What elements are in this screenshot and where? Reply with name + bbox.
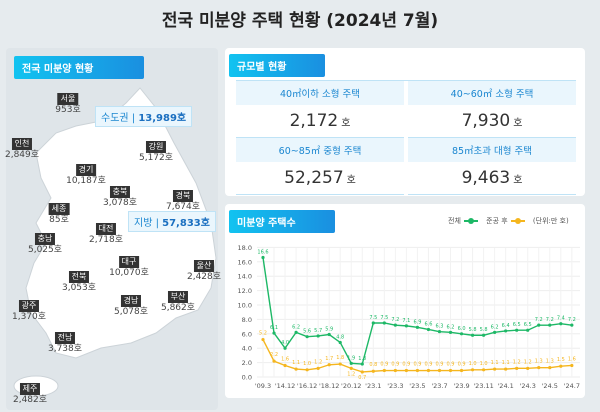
size-badge: 규모별 현황 (229, 54, 325, 77)
region-value: 5,078호 (113, 307, 149, 317)
region-value: 10,187호 (66, 176, 106, 186)
region-value: 10,070호 (109, 268, 149, 278)
chart-panel: 미분양 주택수 (225, 204, 585, 398)
region-value: 5,172호 (138, 153, 174, 163)
region-value: 1,370호 (11, 312, 47, 322)
region-10: 울산 2,428호 (187, 253, 221, 283)
region-name: 광주 (18, 300, 40, 312)
size-number: 7,930 (461, 111, 511, 131)
region-value: 953호 (55, 105, 81, 115)
region-8: 대전 2,718호 (89, 216, 123, 246)
region-14: 광주 1,370호 (12, 293, 46, 323)
region-name: 충남 (34, 233, 56, 245)
size-cell: 60~85㎡ 중형 주택 52,257 호 (236, 138, 404, 195)
size-panel: 규모별 현황 (225, 48, 585, 196)
chart-legend: 전체 준공 후 (단위:만 호) (448, 216, 569, 226)
local-label: 지방 (134, 218, 153, 229)
size-unit: 호 (513, 118, 523, 129)
legend-total-marker (463, 218, 478, 224)
region-4: 충북 3,078호 (103, 179, 137, 209)
region-7: 충남 5,025호 (28, 226, 62, 256)
capital-summary: 수도권 | 13,989호 (95, 106, 193, 127)
local-value: 57,833호 (162, 218, 210, 229)
region-name: 서울 (57, 93, 79, 105)
region-6: 경북 7,674호 (166, 183, 200, 213)
region-name: 전남 (54, 332, 76, 344)
region-12: 경남 5,078호 (114, 288, 148, 318)
region-value: 5,025호 (27, 245, 63, 255)
size-label: 40~60㎡ 소형 주택 (408, 81, 576, 105)
chart-title: 미분양 주택수 (229, 210, 335, 233)
size-number: 2,172 (289, 111, 339, 131)
legend-completed-marker (510, 218, 525, 224)
region-name: 경남 (120, 295, 142, 307)
region-name: 울산 (193, 260, 215, 272)
korea-map (13, 87, 217, 397)
legend-completed-label: 준공 후 (486, 217, 508, 225)
region-value: 3,078호 (102, 198, 138, 208)
size-value: 2,172 호 (236, 105, 404, 138)
region-name: 경북 (172, 190, 194, 202)
region-name: 강원 (145, 141, 167, 153)
size-label: 60~85㎡ 중형 주택 (236, 138, 404, 162)
region-name: 경기 (75, 164, 97, 176)
page-title: 전국 미분양 주택 현황 (2024년 7월) (161, 11, 439, 31)
region-5: 세종 85호 (48, 196, 70, 226)
region-1: 인천 2,849호 (5, 131, 39, 161)
size-cell: 40~60㎡ 소형 주택 7,930 호 (408, 81, 576, 138)
size-label: 85㎡초과 대형 주택 (408, 138, 576, 162)
region-value: 3,053호 (61, 283, 97, 293)
region-0: 서울 953호 (55, 86, 81, 116)
size-cell: 85㎡초과 대형 주택 9,463 호 (408, 138, 576, 195)
region-13: 부산 5,862호 (161, 284, 195, 314)
local-summary: 지방 | 57,833호 (128, 211, 216, 232)
region-name: 제주 (19, 383, 41, 395)
capital-label: 수도권 (101, 113, 129, 124)
legend-total-label: 전체 (448, 217, 461, 225)
size-grid: 40㎡이하 소형 주택 2,172 호 40~60㎡ 소형 주택 7,930 호 60~… (236, 80, 576, 195)
region-value: 2,849호 (4, 150, 40, 160)
region-value: 85호 (49, 215, 69, 225)
region-15: 전남 3,738호 (48, 325, 82, 355)
size-unit: 호 (341, 118, 351, 129)
size-unit: 호 (513, 175, 523, 186)
region-11: 전북 3,053호 (62, 264, 96, 294)
size-value: 9,463 호 (408, 162, 576, 195)
region-3: 강원 5,172호 (139, 134, 173, 164)
size-label: 40㎡이하 소형 주택 (236, 81, 404, 105)
region-value: 7,674호 (165, 202, 201, 212)
unit-note: (단위:만 호) (532, 217, 569, 225)
region-2: 경기 10,187호 (66, 157, 106, 187)
region-name: 대구 (118, 256, 140, 268)
region-name: 전북 (68, 271, 90, 283)
size-unit: 호 (346, 175, 356, 186)
size-number: 52,257 (284, 168, 344, 188)
size-cell: 40㎡이하 소형 주택 2,172 호 (236, 81, 404, 138)
size-number: 9,463 (461, 168, 511, 188)
region-name: 세종 (48, 203, 70, 215)
size-value: 7,930 호 (408, 105, 576, 138)
region-value: 5,862호 (160, 303, 196, 313)
capital-value: 13,989호 (138, 113, 187, 124)
region-name: 대전 (95, 223, 117, 235)
region-name: 인천 (11, 138, 33, 150)
size-value: 52,257 호 (236, 162, 404, 195)
region-value: 2,482호 (12, 395, 48, 405)
region-16: 제주 2,482호 (13, 376, 47, 406)
region-name: 충북 (109, 186, 131, 198)
region-9: 대구 10,070호 (109, 249, 149, 279)
region-value: 2,718호 (88, 235, 124, 245)
national-badge: 전국 미분양 현황 (14, 56, 144, 79)
region-value: 2,428호 (186, 272, 222, 282)
region-name: 부산 (167, 291, 189, 303)
region-value: 3,738호 (47, 344, 83, 354)
